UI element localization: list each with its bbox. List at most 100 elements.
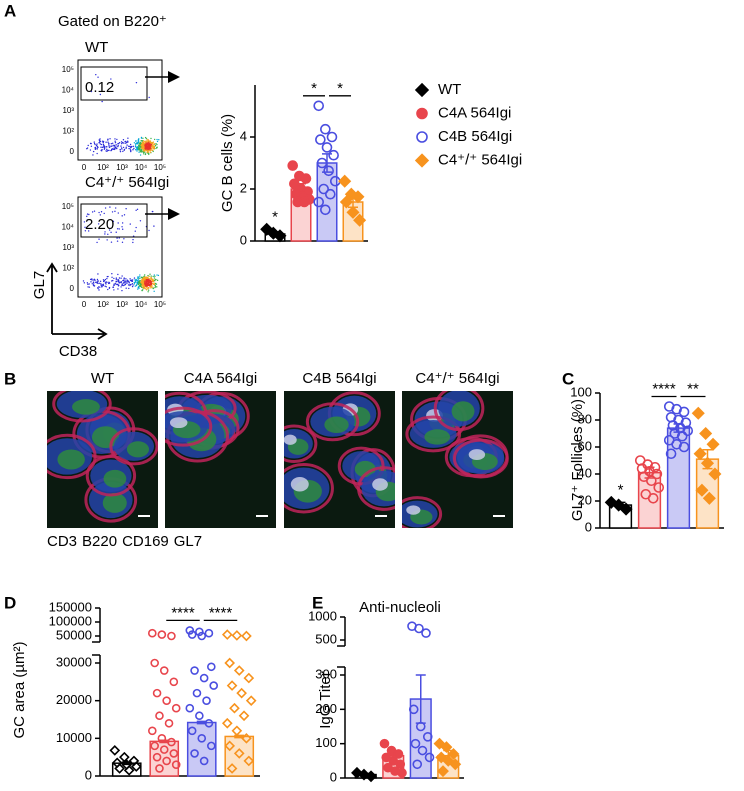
flow-event bbox=[157, 274, 160, 277]
flow-event bbox=[104, 285, 106, 287]
flow-event bbox=[121, 284, 123, 286]
flow-event bbox=[134, 281, 137, 283]
flow-event bbox=[93, 279, 96, 281]
data-point bbox=[412, 759, 423, 770]
flow-event bbox=[105, 150, 107, 152]
flow-event bbox=[148, 96, 150, 99]
flow-event bbox=[146, 279, 149, 282]
flow-event bbox=[109, 206, 111, 208]
flow-event bbox=[136, 279, 138, 282]
data-point bbox=[207, 741, 216, 751]
data-point bbox=[167, 631, 176, 641]
data-point bbox=[651, 468, 663, 480]
flow-event bbox=[137, 288, 139, 290]
flow-event bbox=[96, 241, 98, 244]
data-point bbox=[221, 717, 233, 729]
flow-event bbox=[137, 279, 140, 281]
flow-event bbox=[110, 241, 113, 243]
flow-event bbox=[153, 277, 156, 279]
flow-event bbox=[138, 280, 141, 283]
flow-event bbox=[88, 286, 91, 288]
flow-event bbox=[145, 140, 147, 143]
data-point bbox=[313, 196, 325, 208]
flow-event bbox=[142, 281, 145, 283]
flow-event bbox=[153, 274, 156, 276]
micrograph bbox=[284, 391, 395, 528]
data-point bbox=[706, 437, 720, 451]
flow-event bbox=[117, 285, 120, 287]
flow-event bbox=[86, 147, 88, 150]
data-point bbox=[323, 165, 334, 177]
y-tick-label: 4 bbox=[240, 128, 247, 143]
flow-event bbox=[98, 289, 100, 291]
flow-event bbox=[156, 140, 159, 143]
follicle-ring bbox=[109, 427, 158, 466]
data-point bbox=[299, 196, 310, 208]
flow-event bbox=[137, 277, 139, 280]
flow-event bbox=[150, 149, 152, 152]
flow-event bbox=[136, 208, 139, 211]
germinal-center bbox=[406, 505, 421, 515]
flow-event bbox=[143, 142, 145, 145]
significance: **** bbox=[209, 604, 233, 621]
flow-event bbox=[151, 146, 153, 148]
data-point bbox=[243, 755, 255, 767]
flow-event bbox=[132, 149, 134, 151]
flow-event bbox=[130, 145, 132, 148]
flow-event bbox=[138, 151, 140, 153]
flow-event bbox=[142, 146, 145, 148]
flow-event bbox=[123, 148, 126, 151]
flow-event bbox=[112, 220, 115, 223]
flow-event bbox=[93, 210, 96, 212]
flow-event bbox=[105, 146, 108, 148]
flow-event bbox=[135, 81, 138, 84]
flow-event bbox=[98, 238, 100, 240]
follicle-ring bbox=[52, 391, 112, 423]
y-tick-label: 0 bbox=[585, 519, 592, 534]
flow-event bbox=[118, 279, 120, 281]
t-zone bbox=[103, 469, 127, 488]
data-point bbox=[164, 718, 174, 728]
flow-event bbox=[143, 287, 145, 290]
flow-event bbox=[90, 90, 93, 93]
flow-event bbox=[137, 283, 140, 286]
flow-event bbox=[114, 210, 116, 213]
flow-event bbox=[156, 146, 158, 148]
follicle-ring bbox=[433, 391, 485, 432]
flow-event bbox=[99, 280, 102, 283]
t-zone bbox=[126, 441, 150, 458]
flow-event bbox=[152, 287, 155, 290]
legend-label: WT bbox=[438, 81, 461, 98]
flow-event bbox=[105, 286, 107, 288]
data-point bbox=[226, 763, 238, 774]
y-tick-label: 20000 bbox=[56, 692, 92, 707]
flow-event bbox=[93, 142, 96, 145]
data-point bbox=[421, 628, 431, 638]
data-point bbox=[449, 758, 462, 771]
flow-event bbox=[94, 148, 97, 151]
flow-event bbox=[95, 144, 98, 147]
flow-gate-value: 0.12 bbox=[85, 79, 114, 96]
flow-event bbox=[150, 275, 152, 277]
data-point bbox=[647, 492, 659, 504]
data-point bbox=[397, 768, 407, 778]
flow-event bbox=[143, 280, 146, 282]
flow-y-tick-label: 10⁵ bbox=[62, 65, 74, 74]
flow-event bbox=[145, 276, 147, 278]
t-zone bbox=[324, 416, 349, 433]
data-point bbox=[241, 733, 252, 744]
flow-event bbox=[144, 151, 146, 154]
data-point bbox=[150, 658, 159, 668]
legend-marker bbox=[416, 131, 428, 143]
flow-event bbox=[106, 277, 108, 280]
flow-event bbox=[112, 144, 114, 146]
legend-label: C4⁺/⁺ 564Igi bbox=[438, 151, 522, 168]
y-tick-label: 0 bbox=[85, 767, 92, 782]
flow-x-tick-label: 10³ bbox=[116, 300, 128, 309]
flow-event bbox=[117, 222, 119, 224]
flow-event bbox=[152, 144, 154, 146]
flow-event bbox=[127, 137, 129, 139]
flow-event bbox=[129, 143, 132, 146]
flow-event bbox=[146, 277, 148, 280]
flow-event bbox=[115, 277, 118, 279]
